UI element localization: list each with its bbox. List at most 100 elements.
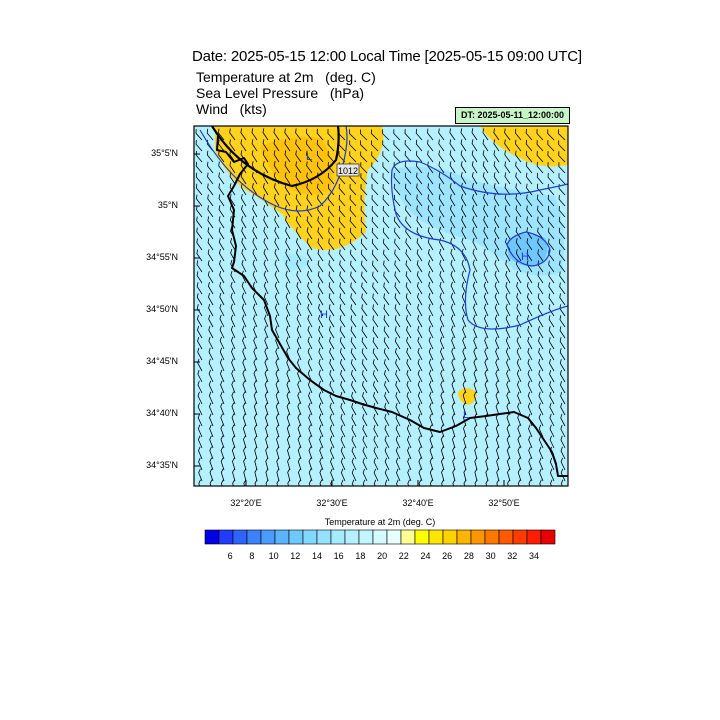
wind-barb [341,479,346,486]
wind-barb [515,249,522,262]
wind-barb [416,249,423,262]
wind-barb [262,139,269,152]
wind-barb [547,140,555,152]
wind-barb [406,347,412,361]
wind-barb [462,314,467,328]
wind-barb [515,194,522,207]
wind-barb [242,391,247,405]
wind-barb [339,282,346,295]
wind-barb [230,270,236,284]
colorbar-tick-label: 30 [485,551,496,561]
wind-barb [482,172,489,185]
wind-barb [284,150,291,163]
wind-barb [285,226,291,240]
wind-barb [549,468,555,482]
wind-barb [558,216,566,229]
wind-barb [241,281,247,295]
wind-barb [462,380,467,394]
wind-barb [351,468,357,482]
wind-barb [383,260,390,273]
wind-barb [338,151,346,163]
wind-barb [196,282,203,295]
wind-barb [307,380,313,394]
wind-barb [485,424,489,438]
colorbar-tick-label: 16 [333,551,344,561]
wind-barb [471,161,478,174]
wind-barb [229,128,236,141]
wind-barb [329,369,335,383]
wind-barb [438,139,445,152]
wind-barb [404,172,412,185]
wind-barb [328,326,335,339]
wind-barb [417,369,423,383]
wind-barb [506,457,511,471]
wind-barb [396,479,401,486]
wind-barb [473,347,478,361]
wind-barb [296,303,302,317]
wind-barb [327,140,335,152]
wind-barb [450,314,456,328]
wind-barb [220,413,225,427]
wind-barb [220,446,225,460]
high-label: H [320,309,328,321]
wind-barb [461,270,467,284]
wind-barb [328,293,335,306]
wind-barb [262,161,269,174]
wind-barb [415,150,423,163]
wind-barb [406,424,412,438]
wind-barb [382,205,390,218]
wind-barb [232,457,236,471]
wind-barb [263,215,269,229]
colorbar-swatch [218,529,234,545]
wind-barb [450,205,456,218]
wind-barb [351,446,357,460]
wind-barb [340,424,346,438]
wind-barb [460,172,467,185]
wind-barb [329,347,335,361]
wind-barb [384,402,390,416]
wind-barb [243,446,247,460]
wind-barb [209,479,214,486]
wind-barb [527,391,533,405]
wind-barb [526,282,533,295]
wind-barb [494,237,500,251]
wind-barb [285,237,291,251]
wind-barb [360,129,368,141]
wind-barb [528,446,533,460]
wind-barb [339,315,346,328]
wind-barb [276,479,280,486]
wind-barb [452,435,456,449]
wind-barb [504,128,511,141]
wind-barb [230,325,236,339]
wind-barb [306,205,313,218]
wind-barb [384,468,390,482]
wind-barb [383,359,390,372]
wind-barb [198,446,203,460]
wind-barb [417,402,423,416]
wind-barb [450,259,456,273]
wind-barb [463,457,467,471]
wind-barb [241,215,247,229]
wind-barb [328,260,335,273]
wind-barb [295,172,302,185]
wind-barb [275,413,280,427]
wind-barb [218,139,225,152]
wind-barb [496,468,500,482]
wind-barb [286,336,291,350]
wind-barb [318,314,324,328]
wind-barb [208,380,214,394]
wind-barb [515,183,522,196]
wind-barb [287,479,291,486]
wind-barb [196,315,203,328]
wind-barb [493,139,500,152]
wind-barb [251,139,258,152]
wind-barb [449,150,456,163]
wind-barb [207,194,214,207]
wind-barb [384,479,390,486]
wind-barb [429,435,434,449]
wind-barb [527,304,533,317]
low-label: L [463,409,469,421]
wind-barb [284,161,291,174]
wind-barb [197,326,203,339]
wind-barb [526,194,533,207]
